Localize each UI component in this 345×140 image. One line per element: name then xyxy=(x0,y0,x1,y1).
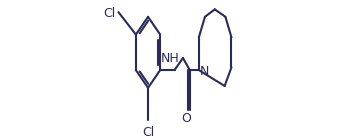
Text: Cl: Cl xyxy=(142,126,154,139)
Text: Cl: Cl xyxy=(103,7,116,20)
Text: O: O xyxy=(181,112,191,125)
Text: NH: NH xyxy=(161,52,180,65)
Text: N: N xyxy=(200,65,209,78)
